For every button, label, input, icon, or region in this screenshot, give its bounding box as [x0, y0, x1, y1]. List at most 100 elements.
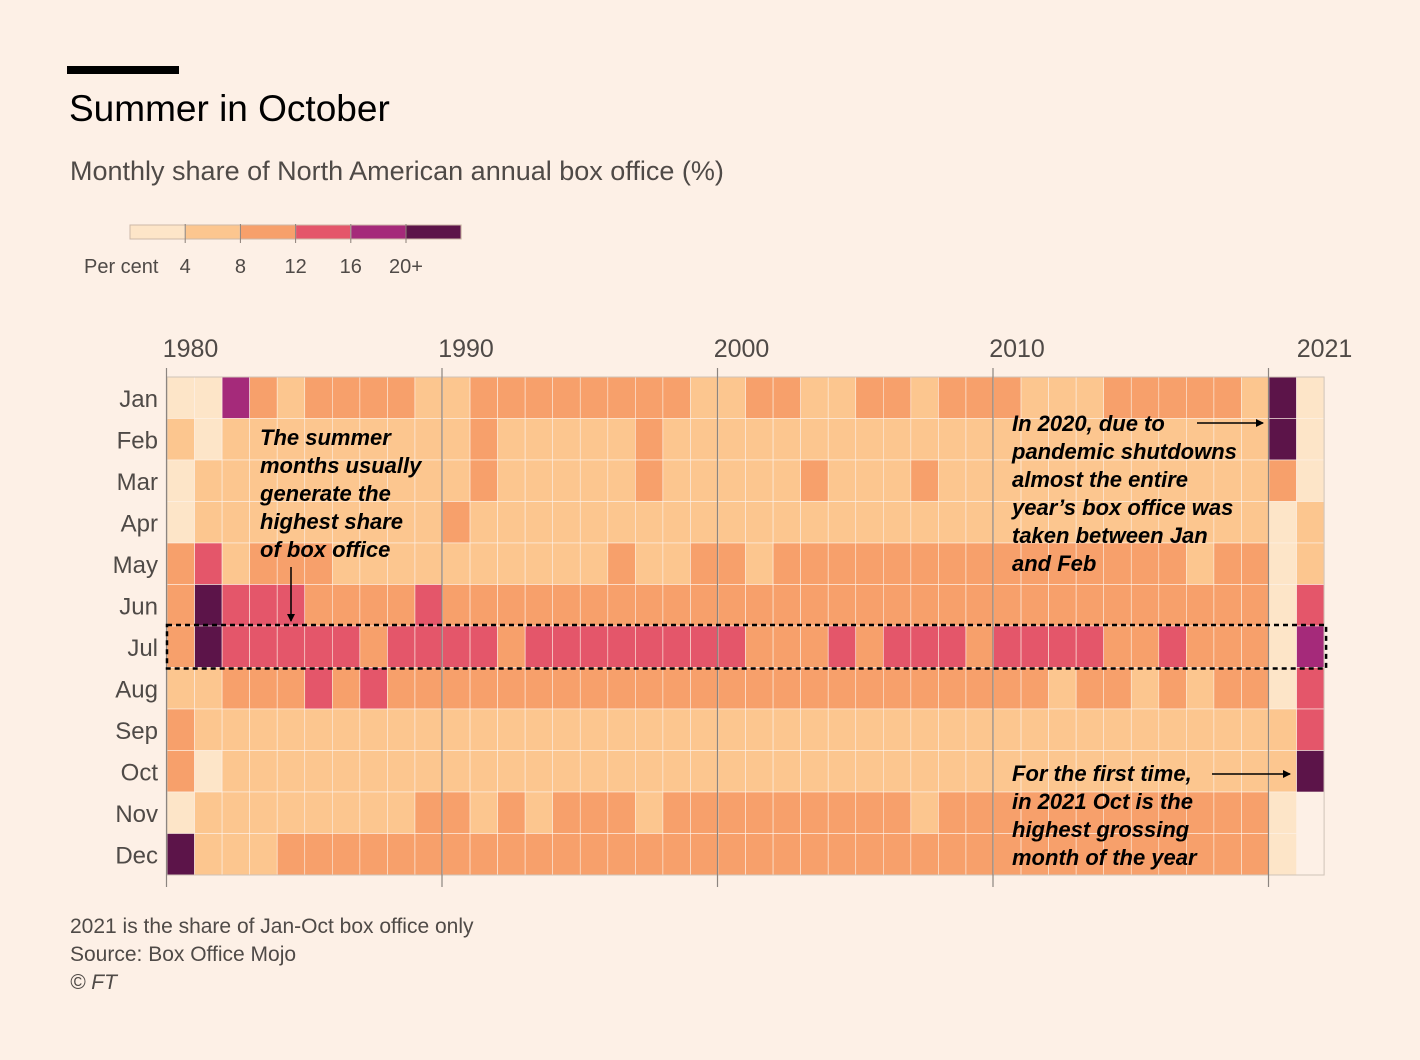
heatmap-cell [249, 376, 278, 419]
heatmap-cell [304, 501, 333, 544]
heatmap-cell [800, 501, 829, 544]
heatmap-cell [717, 376, 746, 419]
heatmap-cell [690, 625, 719, 668]
heatmap-cell [166, 667, 195, 710]
heatmap-cell [772, 667, 801, 710]
heatmap-cell [827, 376, 857, 419]
heatmap-cell [469, 418, 498, 461]
heatmap-cell [221, 708, 250, 751]
heatmap-cell [938, 376, 967, 419]
heatmap-cell [469, 584, 498, 627]
heatmap-cell [993, 667, 1022, 710]
heatmap-cell [993, 791, 1022, 834]
heatmap-cell [497, 750, 526, 793]
heatmap-cell [1268, 584, 1297, 627]
heatmap-cell [1241, 708, 1270, 751]
heatmap-cell [221, 833, 250, 876]
heatmap-cell [497, 667, 526, 710]
heatmap-cell [304, 708, 333, 751]
heatmap-cell [910, 667, 939, 710]
heatmap-cell [690, 376, 719, 419]
heatmap-cell [1296, 542, 1325, 585]
heatmap-cell [1130, 459, 1160, 502]
heatmap-cell [304, 750, 333, 793]
heatmap-cell [910, 418, 939, 461]
heatmap-cell [414, 501, 443, 544]
legend-swatch [184, 224, 241, 240]
heatmap-cell [442, 791, 471, 834]
legend-label: Per cent [84, 256, 159, 278]
heatmap-cell [1268, 459, 1297, 502]
heatmap-cell [910, 625, 939, 668]
heatmap-cell [1213, 667, 1242, 710]
heatmap-cell [717, 833, 746, 876]
heatmap-cell [965, 459, 994, 502]
heatmap-cell [745, 667, 774, 710]
heatmap-cell [414, 459, 443, 502]
heatmap-cell [276, 833, 306, 876]
heatmap-cell [1158, 459, 1187, 502]
heatmap-cell [1103, 376, 1132, 419]
heatmap-cell [1296, 708, 1325, 751]
heatmap-cell [552, 584, 581, 627]
heatmap-cell [1158, 750, 1187, 793]
heatmap-cell [331, 542, 361, 585]
heatmap-cell [414, 791, 443, 834]
heatmap-cell [1103, 459, 1132, 502]
heatmap-cell [166, 791, 195, 834]
heatmap-cell [221, 542, 250, 585]
heatmap-cell [221, 501, 250, 544]
heatmap-cell [607, 584, 636, 627]
heatmap-cell [882, 501, 912, 544]
heatmap-cell [331, 625, 361, 668]
heatmap-cell [690, 501, 719, 544]
heatmap-cell [855, 667, 884, 710]
heatmap-cell [497, 791, 526, 834]
heatmap-cell [524, 667, 554, 710]
heatmap-cell [194, 625, 223, 668]
heatmap-cell [304, 542, 333, 585]
heatmap-cell [1103, 750, 1132, 793]
heatmap-cell [166, 750, 195, 793]
heatmap-cell [331, 791, 361, 834]
heatmap-cell [1048, 625, 1077, 668]
heatmap-cell [276, 708, 306, 751]
month-label: Nov [115, 801, 158, 828]
heatmap-cell [1020, 667, 1049, 710]
heatmap-cell [965, 750, 994, 793]
heatmap-cell [635, 418, 664, 461]
heatmap-cell [359, 625, 388, 668]
heatmap-cell [194, 750, 223, 793]
heatmap-cell [359, 750, 388, 793]
heatmap-cell [469, 833, 498, 876]
heatmap-cell [579, 708, 609, 751]
heatmap-cell [276, 791, 306, 834]
heatmap-cell [359, 584, 388, 627]
heatmap-cell [965, 625, 994, 668]
heatmap-cell [194, 418, 223, 461]
heatmap-cell [938, 501, 967, 544]
heatmap-cell [1048, 667, 1077, 710]
month-label: Sep [115, 718, 158, 745]
heatmap-cell [304, 625, 333, 668]
heatmap-cell [331, 501, 361, 544]
heatmap-cell [1268, 376, 1297, 419]
heatmap-cell [1130, 750, 1160, 793]
heatmap-cell [1103, 501, 1132, 544]
heatmap-cell [552, 542, 581, 585]
heatmap-cell [442, 708, 471, 751]
heatmap-cell [194, 833, 223, 876]
heatmap-cell [745, 625, 774, 668]
heatmap-cell [552, 791, 581, 834]
heatmap-cell [276, 459, 306, 502]
heatmap-cell [497, 833, 526, 876]
heatmap-cell [524, 750, 554, 793]
heatmap-cell [1268, 791, 1297, 834]
heatmap-cell [1158, 542, 1187, 585]
heatmap-cell [938, 625, 967, 668]
heatmap-cells [166, 376, 1325, 876]
heatmap-cell [442, 750, 471, 793]
heatmap-cell [304, 376, 333, 419]
heatmap-cell [882, 750, 912, 793]
